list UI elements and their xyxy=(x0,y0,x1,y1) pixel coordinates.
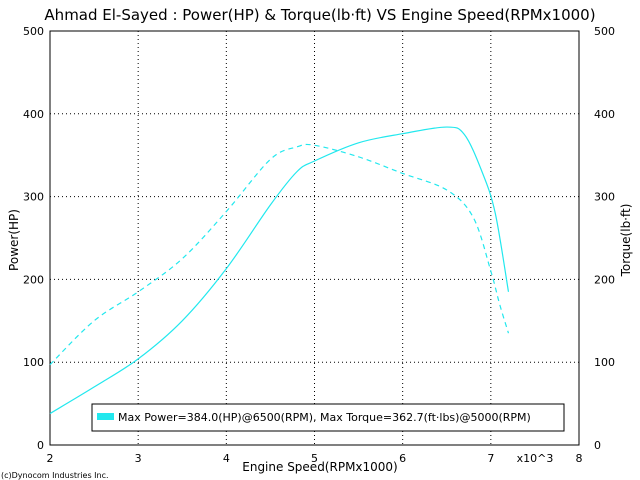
y-tick-label-right: 200 xyxy=(594,273,615,286)
y-axis-label-left: Power(HP) xyxy=(7,209,21,271)
x-tick-label: 3 xyxy=(135,452,142,465)
y-tick-label-left: 300 xyxy=(23,191,44,204)
series-line-power xyxy=(49,126,510,415)
y-tick-label-left: 0 xyxy=(37,439,44,452)
legend: Max Power=384.0(HP)@6500(RPM), Max Torqu… xyxy=(91,403,565,432)
series-lines xyxy=(49,126,510,415)
legend-text: Max Power=384.0(HP)@6500(RPM), Max Torqu… xyxy=(118,411,531,424)
x-tick-label: 8 xyxy=(576,452,583,465)
series-line-torque xyxy=(49,143,510,366)
x-tick-label: 5 xyxy=(311,452,318,465)
y-tick-label-right: 300 xyxy=(594,191,615,204)
y-tick-label-left: 500 xyxy=(23,25,44,38)
x-tick-labels: 2 3 4 5 6 7 8 xyxy=(47,452,583,465)
legend-box xyxy=(91,403,565,432)
y-tick-label-right: 0 xyxy=(594,439,601,452)
legend-swatch xyxy=(97,413,114,420)
copyright-text: (c)Dynocom Industries Inc. xyxy=(1,471,109,480)
y-tick-label-left: 400 xyxy=(23,108,44,121)
x-tick-label: 4 xyxy=(223,452,230,465)
x-multiplier-label: x10^3 xyxy=(517,452,554,465)
y-tick-labels-right: 0 100 200 300 400 500 xyxy=(594,25,615,452)
y-tick-label-right: 100 xyxy=(594,356,615,369)
plot-area-frame xyxy=(49,30,580,446)
chart-title: Ahmad El-Sayed : Power(HP) & Torque(lb·f… xyxy=(44,6,595,24)
y-axis-label-right: Torque(lb·ft) xyxy=(619,204,633,278)
y-tick-label-right: 500 xyxy=(594,25,615,38)
y-tick-labels-left: 0 100 200 300 400 500 xyxy=(23,25,44,452)
y-tick-label-left: 100 xyxy=(23,356,44,369)
x-tick-label: 2 xyxy=(47,452,54,465)
x-axis-label: Engine Speed(RPMx1000) xyxy=(242,460,398,474)
y-tick-label-right: 400 xyxy=(594,108,615,121)
x-tick-label: 6 xyxy=(399,452,406,465)
x-tick-label: 7 xyxy=(487,452,494,465)
y-tick-label-left: 200 xyxy=(23,273,44,286)
